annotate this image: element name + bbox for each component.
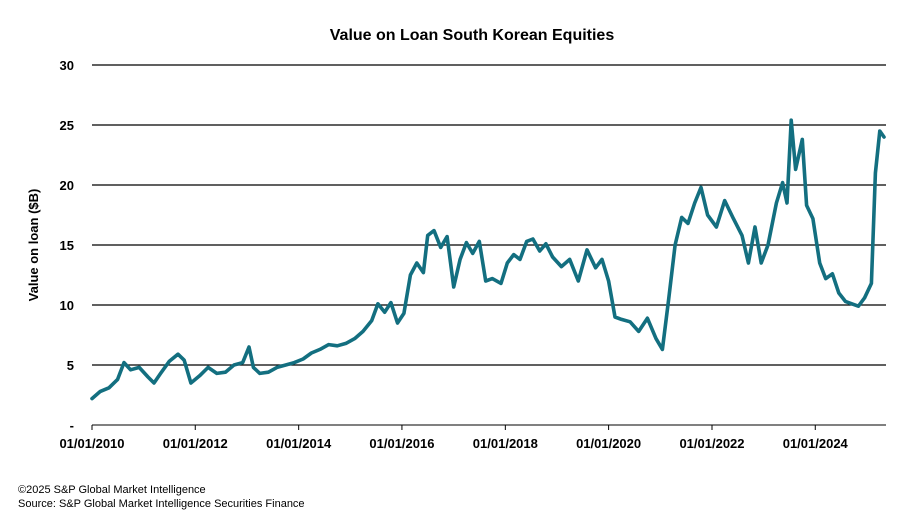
x-tick-label: 01/01/2022 xyxy=(679,436,744,451)
copyright-note: ©2025 S&P Global Market Intelligence xyxy=(18,484,206,496)
x-tick-label: 01/01/2020 xyxy=(576,436,641,451)
x-tick-label: 01/01/2014 xyxy=(266,436,332,451)
x-tick-label: 01/01/2012 xyxy=(163,436,228,451)
gridlines xyxy=(92,64,886,366)
y-tick-label: - xyxy=(70,418,74,433)
x-axis: 01/01/2010 01/01/2012 01/01/2014 01/01/2016… xyxy=(59,424,886,451)
y-tick-label: 30 xyxy=(60,58,74,73)
x-tick-label: 01/01/2010 xyxy=(59,436,124,451)
chart-title: Value on Loan South Korean Equities xyxy=(330,27,615,44)
y-axis: - 5 10 15 20 25 30 xyxy=(60,58,74,433)
y-tick-label: 15 xyxy=(60,238,74,253)
y-tick-label: 25 xyxy=(60,118,74,133)
source-note: Source: S&P Global Market Intelligence S… xyxy=(18,498,305,510)
x-tick-label: 01/01/2024 xyxy=(783,436,849,451)
series-group xyxy=(90,118,886,401)
y-tick-label: 10 xyxy=(60,298,74,313)
y-tick-label: 20 xyxy=(60,178,74,193)
series-line-value-on-loan xyxy=(90,118,886,401)
chart: Value on Loan South Korean Equities - 5 10… xyxy=(26,27,886,451)
y-tick-label: 5 xyxy=(67,358,74,373)
y-axis-label: Value on loan ($B) xyxy=(26,189,41,302)
x-tick-label: 01/01/2016 xyxy=(369,436,434,451)
x-tick-label: 01/01/2018 xyxy=(473,436,538,451)
